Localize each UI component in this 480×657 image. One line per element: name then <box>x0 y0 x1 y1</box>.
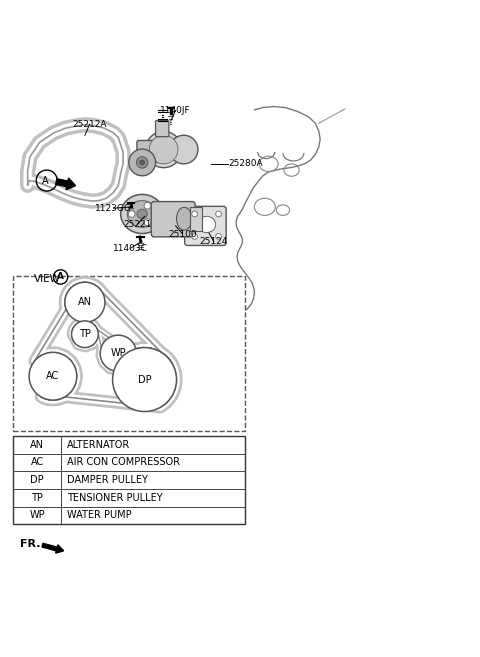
Circle shape <box>144 202 151 209</box>
Text: TENSIONER PULLEY: TENSIONER PULLEY <box>67 493 162 503</box>
Text: 1140JF: 1140JF <box>160 106 191 115</box>
Circle shape <box>216 233 221 239</box>
Text: VIEW: VIEW <box>34 274 60 284</box>
Text: 25280A: 25280A <box>228 160 263 168</box>
FancyBboxPatch shape <box>13 276 245 431</box>
Ellipse shape <box>177 208 192 230</box>
Text: DP: DP <box>138 374 151 384</box>
FancyBboxPatch shape <box>156 120 169 137</box>
Circle shape <box>192 233 198 239</box>
Ellipse shape <box>137 209 147 219</box>
Text: AIR CON COMPRESSOR: AIR CON COMPRESSOR <box>67 457 180 467</box>
Text: WATER PUMP: WATER PUMP <box>67 510 132 520</box>
Circle shape <box>128 211 135 217</box>
Circle shape <box>72 321 98 348</box>
Circle shape <box>140 160 144 165</box>
Ellipse shape <box>198 216 216 233</box>
Text: DAMPER PULLEY: DAMPER PULLEY <box>67 475 148 485</box>
Text: 1123GG: 1123GG <box>95 204 132 213</box>
Text: AC: AC <box>46 371 60 381</box>
FancyBboxPatch shape <box>190 207 202 231</box>
Text: DP: DP <box>30 475 44 485</box>
Text: 25221: 25221 <box>123 220 152 229</box>
Circle shape <box>136 157 148 168</box>
Text: 25212A: 25212A <box>72 120 107 129</box>
Text: A: A <box>57 273 64 281</box>
Circle shape <box>129 149 156 176</box>
Circle shape <box>145 131 182 168</box>
Circle shape <box>65 283 105 323</box>
Ellipse shape <box>120 194 164 233</box>
Text: TP: TP <box>31 493 43 503</box>
Circle shape <box>169 135 198 164</box>
Text: TP: TP <box>79 329 91 339</box>
Text: WP: WP <box>29 510 45 520</box>
Text: AN: AN <box>78 297 92 307</box>
FancyArrow shape <box>56 178 76 190</box>
Text: 25124: 25124 <box>200 237 228 246</box>
Text: AN: AN <box>30 440 44 449</box>
Ellipse shape <box>127 200 157 227</box>
Text: 11403C: 11403C <box>113 244 148 253</box>
Text: ALTERNATOR: ALTERNATOR <box>67 440 130 449</box>
Circle shape <box>29 352 77 400</box>
Text: AC: AC <box>31 457 44 467</box>
Text: FR.: FR. <box>20 539 40 549</box>
Text: 25100: 25100 <box>168 229 197 238</box>
FancyArrow shape <box>42 543 64 553</box>
Text: WP: WP <box>110 348 126 358</box>
Circle shape <box>192 211 198 217</box>
Bar <box>13 436 245 524</box>
FancyBboxPatch shape <box>151 202 195 237</box>
Text: A: A <box>41 175 48 185</box>
Circle shape <box>144 219 151 225</box>
FancyBboxPatch shape <box>137 141 167 162</box>
Circle shape <box>113 348 177 411</box>
Circle shape <box>216 211 221 217</box>
FancyBboxPatch shape <box>185 206 226 246</box>
Circle shape <box>100 335 136 371</box>
Circle shape <box>149 135 178 164</box>
